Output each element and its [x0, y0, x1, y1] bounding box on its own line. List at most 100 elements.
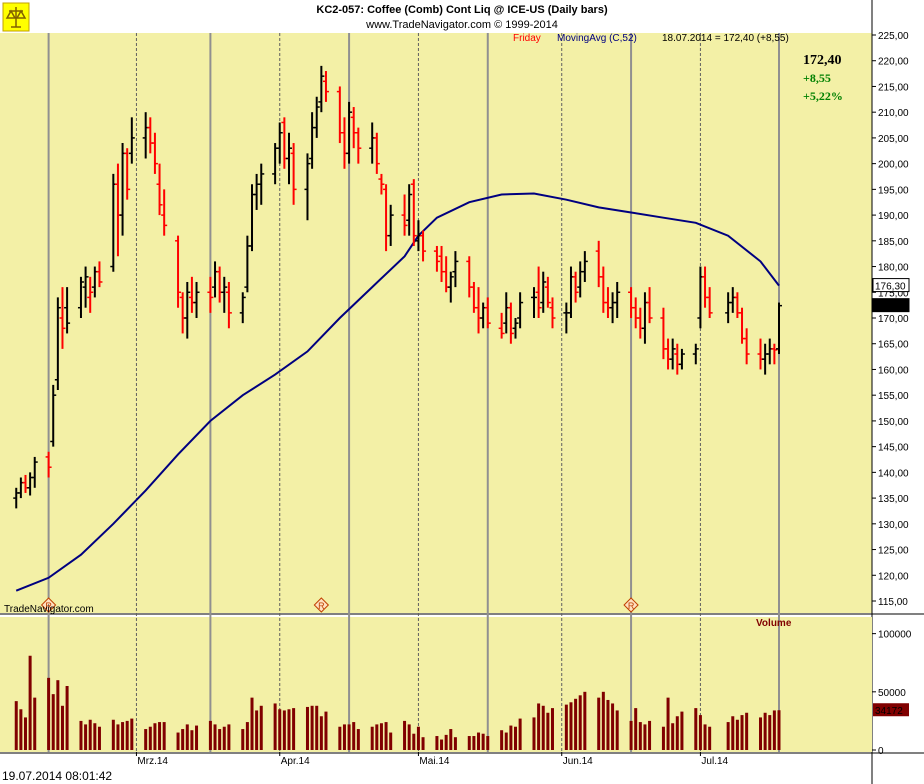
ohlc-bar [96, 261, 103, 288]
volume-bar [532, 717, 536, 750]
volume-bar [153, 723, 157, 750]
volume-bar [541, 705, 545, 750]
ohlc-bar [346, 101, 353, 164]
volume-bar [375, 724, 379, 750]
volume-bar [144, 729, 148, 750]
volume-bar [500, 730, 504, 750]
volume-bar [190, 730, 194, 750]
volume-bar [282, 710, 286, 750]
price-tick-label: 215,00 [878, 82, 909, 93]
rollover-marker-shape [623, 597, 639, 613]
volume-bar [379, 723, 383, 750]
watermark: TradeNavigator.com [4, 604, 94, 615]
volume-bar [569, 702, 573, 750]
volume-bar [759, 717, 763, 750]
last-price-readout: 172,40 [803, 53, 842, 68]
volume-bar [218, 729, 222, 750]
date-axis: Mrz.14 Apr.14 Mai.14 Jun.14 Jul.14 [135, 752, 729, 767]
volume-bar [481, 733, 485, 750]
ohlc-bar [175, 235, 182, 308]
volume-bar [259, 705, 263, 750]
ohlc-bar [193, 281, 200, 318]
date-tick-label: Apr.14 [281, 756, 310, 767]
volume-bar [287, 709, 291, 750]
chart-title: KC2-057: Coffee (Comb) Cont Liq @ ICE-US… [316, 4, 608, 16]
price-tick-label: 195,00 [878, 185, 909, 196]
volume-bar [638, 722, 642, 750]
volume-bar [597, 697, 601, 750]
volume-bar [116, 724, 120, 750]
ohlc-bar [540, 271, 547, 313]
volume-bar [250, 697, 254, 750]
ohlc-bar [507, 302, 514, 344]
ohlc-bar [276, 122, 283, 164]
legend-day: Friday [513, 33, 541, 44]
volume-bar [486, 736, 490, 750]
price-axis: 115,00 120,00 125,00 130,00 135,00 140,00 145,… [872, 31, 910, 608]
change-pct-readout: +5,22% [803, 89, 843, 103]
volume-bar [643, 724, 647, 750]
volume-bar [56, 680, 60, 750]
price-tick-label: 135,00 [878, 494, 909, 505]
volume-bar [181, 729, 185, 750]
volume-bar [578, 695, 582, 750]
volume-bar [768, 715, 772, 750]
ohlc-bar [447, 271, 454, 303]
volume-bar [111, 719, 115, 750]
volume-bar [648, 720, 652, 750]
ohlc-bar [156, 163, 163, 216]
volume-bar [227, 724, 231, 750]
ohlc-bar [87, 276, 94, 313]
volume-bar [504, 732, 508, 750]
rollover-marker: R [40, 597, 57, 613]
volume-bar [546, 712, 550, 750]
volume-bar [763, 712, 767, 750]
price-tick-label: 140,00 [878, 468, 909, 479]
date-tick-label: Mai.14 [419, 756, 449, 767]
volume-bar [19, 709, 23, 750]
volume-bar [28, 655, 32, 750]
volume-bar [125, 720, 129, 750]
price-tick-label: 180,00 [878, 263, 909, 274]
volume-bar [666, 697, 670, 750]
ohlc-bar [420, 230, 427, 262]
volume-bar [449, 729, 453, 750]
volume-bar [342, 724, 346, 750]
volume-bar [629, 720, 633, 750]
volume-bar [550, 708, 554, 750]
volume-bar [213, 724, 217, 750]
ohlc-bar [184, 281, 191, 339]
price-tick-label: 200,00 [878, 160, 909, 171]
volume-bar [310, 705, 314, 750]
ohlc-bar [59, 287, 66, 349]
volume-bar [305, 706, 309, 750]
volume-bar [176, 732, 180, 750]
ohlc-bar [692, 343, 699, 365]
price-tick-label: 220,00 [878, 57, 909, 68]
volume-bar [745, 712, 749, 750]
volume-bar [514, 726, 518, 750]
ohlc-bar [318, 65, 325, 113]
ohlc-bar [31, 456, 38, 488]
legend-info: 18.07.2014 = 172,40 (+8,55) [662, 33, 789, 44]
ohlc-bar [77, 276, 84, 318]
price-tick-label: 170,00 [878, 314, 909, 325]
volume-bar [370, 726, 374, 750]
volume-bar [121, 722, 125, 750]
ohlc-bar [544, 276, 551, 308]
volume-bar [356, 729, 360, 750]
volume-bar [65, 686, 69, 750]
ohlc-bar [776, 302, 782, 355]
price-tick-label: 175,00 [878, 288, 909, 299]
ohlc-bar [743, 328, 750, 365]
ohlc-bar [669, 338, 676, 370]
moving-average-layer [15, 192, 780, 592]
volume-bar [453, 737, 457, 750]
volume-bar [208, 720, 212, 750]
volume-bar [97, 726, 101, 750]
price-tag-label: 172,40 [875, 302, 906, 313]
volume-tick-label: 0 [878, 746, 884, 757]
ohlc-bar [378, 173, 385, 195]
volume-bar [84, 724, 88, 750]
